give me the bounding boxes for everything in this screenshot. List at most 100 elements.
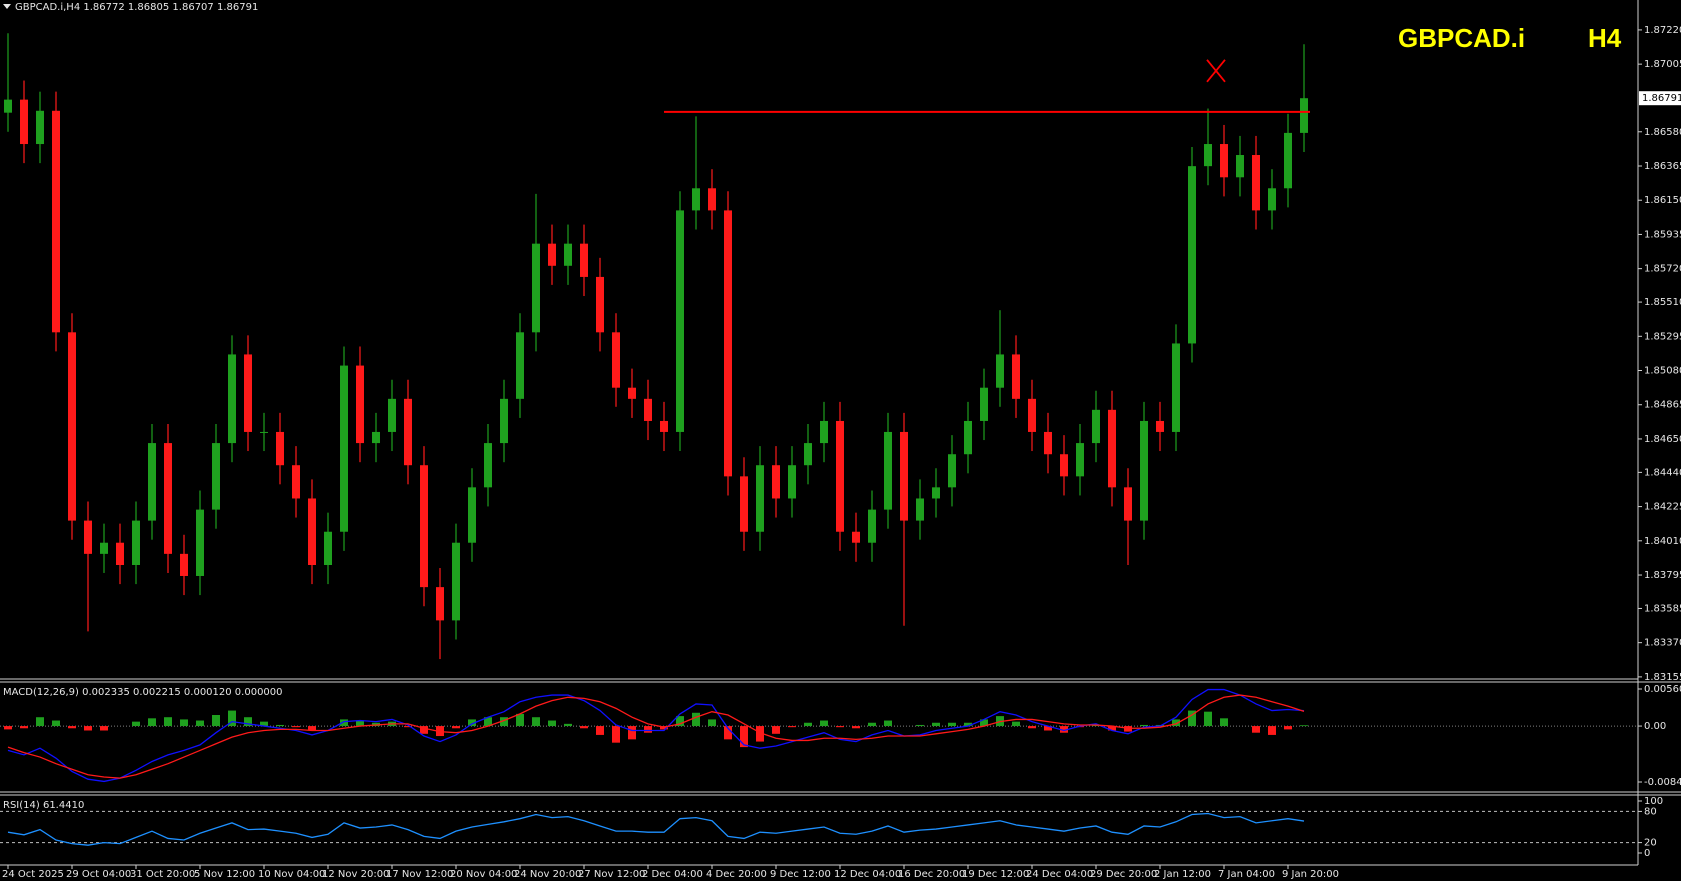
x-tick-label: 12 Nov 20:00 xyxy=(322,869,389,880)
macd-title: MACD(12,26,9) 0.002335 0.002215 0.000120… xyxy=(3,687,283,698)
y-tick-label: 1.84225 xyxy=(1644,502,1681,513)
y-tick-label: 1.83795 xyxy=(1644,570,1681,581)
symbol-label: GBPCAD.i xyxy=(1398,23,1525,53)
candle-body xyxy=(596,276,604,333)
candle-body xyxy=(564,243,572,266)
y-tick-label: 1.85295 xyxy=(1644,331,1681,342)
y-tick-label: 1.84440 xyxy=(1644,467,1681,478)
y-tick-label: 1.85510 xyxy=(1644,297,1681,308)
x-tick-label: 10 Nov 04:00 xyxy=(258,869,325,880)
candle-body xyxy=(548,243,556,266)
candle-body xyxy=(676,210,684,432)
candle-body xyxy=(740,476,748,532)
candle-body xyxy=(244,354,252,432)
x-tick-label: 29 Oct 04:00 xyxy=(66,869,131,880)
candle-body xyxy=(1156,420,1164,432)
macd-histogram-bar xyxy=(884,720,892,727)
macd-histogram-bar xyxy=(676,716,684,727)
candle-body xyxy=(372,431,380,444)
x-tick-label: 31 Oct 20:00 xyxy=(130,869,195,880)
y-tick-label: 0 xyxy=(1644,848,1650,859)
macd-histogram-bar xyxy=(932,722,940,727)
y-tick-label: 1.84010 xyxy=(1644,536,1681,547)
candle-body xyxy=(612,332,620,388)
y-tick-label: 80 xyxy=(1644,806,1657,817)
y-tick-label: 1.86150 xyxy=(1644,195,1681,206)
macd-histogram-bar xyxy=(276,724,284,727)
macd-histogram-bar xyxy=(708,719,716,727)
macd-histogram-bar xyxy=(916,724,924,727)
candle-body xyxy=(1108,409,1116,488)
macd-histogram-bar xyxy=(132,721,140,727)
macd-histogram-bar xyxy=(788,726,796,728)
x-tick-label: 29 Dec 20:00 xyxy=(1090,869,1157,880)
macd-histogram-bar xyxy=(1284,726,1292,730)
last-price-box xyxy=(1639,91,1681,106)
x-tick-label: 9 Jan 20:00 xyxy=(1282,869,1339,880)
candle-body xyxy=(996,354,1004,388)
candle-body xyxy=(452,542,460,621)
candle-body xyxy=(580,243,588,277)
x-tick-label: 17 Nov 12:00 xyxy=(386,869,453,880)
cross-marker xyxy=(1206,59,1226,83)
candle-body xyxy=(1044,431,1052,455)
candle-body xyxy=(1076,443,1084,477)
y-tick-label: 1.84865 xyxy=(1644,400,1681,411)
candle-body xyxy=(948,454,956,488)
candle-body xyxy=(1252,155,1260,211)
x-tick-label: 19 Dec 12:00 xyxy=(962,869,1029,880)
y-tick-label: 20 xyxy=(1644,838,1657,849)
macd-histogram-bar xyxy=(52,720,60,727)
macd-histogram-bar xyxy=(1204,711,1212,727)
y-tick-label: 0.005606 xyxy=(1644,684,1681,695)
macd-histogram-bar xyxy=(820,720,828,727)
macd-histogram-bar xyxy=(100,726,108,731)
macd-histogram-bar xyxy=(1300,725,1308,727)
candle-body xyxy=(1188,166,1196,344)
candle-body xyxy=(964,420,972,455)
candle-body xyxy=(324,531,332,565)
candle-body xyxy=(1236,155,1244,178)
rsi-line xyxy=(7,812,1305,846)
macd-histogram-bar xyxy=(980,719,988,727)
y-tick-label: 1.85720 xyxy=(1644,264,1681,275)
macd-histogram-bar xyxy=(1140,724,1148,727)
macd-histogram-bar xyxy=(804,722,812,727)
x-tick-label: 5 Nov 12:00 xyxy=(194,869,255,880)
y-tick-label: 1.87220 xyxy=(1644,25,1681,36)
macd-histogram-bar xyxy=(1172,719,1180,727)
macd-histogram-bar xyxy=(724,726,732,740)
menu-arrow[interactable] xyxy=(3,4,11,9)
macd-histogram-bar xyxy=(772,726,780,734)
y-tick-label: 1.84650 xyxy=(1644,434,1681,445)
x-tick-label: 2 Dec 04:00 xyxy=(642,869,703,880)
x-tick-label: 7 Jan 04:00 xyxy=(1218,869,1275,880)
last-price-label: 1.86791 xyxy=(1642,93,1681,104)
candle-body xyxy=(1204,144,1212,167)
candle-body xyxy=(1284,132,1292,189)
candle-body xyxy=(660,420,668,432)
y-tick-label: 1.83370 xyxy=(1644,638,1681,649)
macd-histogram-bar xyxy=(452,726,460,729)
candle-body xyxy=(692,188,700,211)
candle-body xyxy=(20,99,28,145)
macd-histogram-bar xyxy=(532,717,540,727)
macd-histogram-bar xyxy=(212,714,220,727)
timeframe-label: H4 xyxy=(1588,23,1622,53)
candle-body xyxy=(628,387,636,399)
candle-body xyxy=(868,509,876,543)
macd-histogram-bar xyxy=(548,720,556,727)
candle-body xyxy=(388,398,396,432)
macd-line xyxy=(7,694,1305,779)
macd-histogram-bar xyxy=(612,726,620,743)
macd-histogram-bar xyxy=(292,726,300,728)
macd-histogram-bar xyxy=(484,717,492,727)
candle-body xyxy=(52,110,60,333)
macd-histogram-bar xyxy=(1188,710,1196,727)
macd-histogram-bar xyxy=(948,722,956,727)
candle-body xyxy=(276,431,284,466)
candle-body xyxy=(132,520,140,565)
candle-body xyxy=(772,465,780,499)
chart-header: GBPCAD.i,H4 1.86772 1.86805 1.86707 1.86… xyxy=(15,2,258,13)
macd-histogram-bar xyxy=(1044,726,1052,731)
